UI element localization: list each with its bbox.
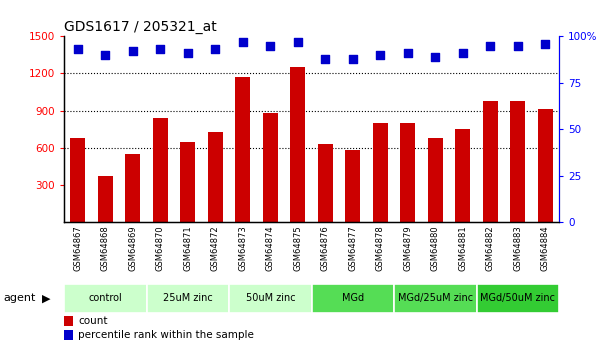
Bar xyxy=(125,154,141,222)
Point xyxy=(128,48,138,54)
Text: ▶: ▶ xyxy=(42,293,50,303)
Bar xyxy=(394,284,477,313)
Text: GDS1617 / 205321_at: GDS1617 / 205321_at xyxy=(64,20,217,34)
Text: GSM64867: GSM64867 xyxy=(73,225,82,271)
Bar xyxy=(312,284,394,313)
Bar xyxy=(477,284,559,313)
Bar xyxy=(229,284,312,313)
Bar xyxy=(400,123,415,222)
Text: GSM64875: GSM64875 xyxy=(293,225,302,271)
Bar xyxy=(64,284,147,313)
Text: GSM64882: GSM64882 xyxy=(486,225,495,271)
Point xyxy=(513,43,523,48)
Bar xyxy=(510,101,525,222)
Bar xyxy=(180,141,196,222)
Point xyxy=(183,50,193,56)
Text: GSM64873: GSM64873 xyxy=(238,225,247,271)
Text: GSM64870: GSM64870 xyxy=(156,225,165,271)
Point xyxy=(73,47,83,52)
Bar xyxy=(455,129,470,222)
Text: GSM64871: GSM64871 xyxy=(183,225,192,271)
Point xyxy=(156,47,166,52)
Bar xyxy=(147,284,229,313)
Bar xyxy=(153,118,168,222)
Text: GSM64876: GSM64876 xyxy=(321,225,330,271)
Point xyxy=(541,41,551,47)
Bar xyxy=(318,144,333,222)
Bar xyxy=(98,176,113,222)
Text: MGd: MGd xyxy=(342,293,364,303)
Bar xyxy=(70,138,86,222)
Text: GSM64881: GSM64881 xyxy=(458,225,467,271)
Text: MGd/25uM zinc: MGd/25uM zinc xyxy=(398,293,473,303)
Point xyxy=(348,56,358,61)
Bar xyxy=(428,138,443,222)
Text: GSM64879: GSM64879 xyxy=(403,225,412,271)
Text: 25uM zinc: 25uM zinc xyxy=(163,293,213,303)
Bar xyxy=(538,109,553,222)
Text: 50uM zinc: 50uM zinc xyxy=(246,293,295,303)
Point xyxy=(238,39,248,45)
Point xyxy=(321,56,331,61)
Text: MGd/50uM zinc: MGd/50uM zinc xyxy=(480,293,555,303)
Text: GSM64877: GSM64877 xyxy=(348,225,357,271)
Text: percentile rank within the sample: percentile rank within the sample xyxy=(78,330,254,340)
Bar xyxy=(235,77,251,222)
Text: GSM64880: GSM64880 xyxy=(431,225,440,271)
Text: GSM64884: GSM64884 xyxy=(541,225,550,271)
Point xyxy=(376,52,386,58)
Bar xyxy=(345,150,360,222)
Bar xyxy=(263,113,278,222)
Point xyxy=(403,50,413,56)
Point xyxy=(100,52,111,58)
Text: control: control xyxy=(89,293,122,303)
Bar xyxy=(373,123,388,222)
Point xyxy=(266,43,276,48)
Text: GSM64868: GSM64868 xyxy=(101,225,110,271)
Text: GSM64883: GSM64883 xyxy=(513,225,522,271)
Point xyxy=(431,54,441,59)
Point xyxy=(210,47,221,52)
Point xyxy=(293,39,303,45)
Point xyxy=(486,43,496,48)
Bar xyxy=(290,67,306,222)
Bar xyxy=(64,330,73,340)
Text: GSM64874: GSM64874 xyxy=(266,225,275,271)
Text: agent: agent xyxy=(3,293,35,303)
Point xyxy=(458,50,468,56)
Text: GSM64869: GSM64869 xyxy=(128,225,137,271)
Text: GSM64872: GSM64872 xyxy=(211,225,220,271)
Bar xyxy=(483,101,498,222)
Bar xyxy=(64,316,73,326)
Text: GSM64878: GSM64878 xyxy=(376,225,385,271)
Bar xyxy=(208,132,223,222)
Text: count: count xyxy=(78,316,108,326)
